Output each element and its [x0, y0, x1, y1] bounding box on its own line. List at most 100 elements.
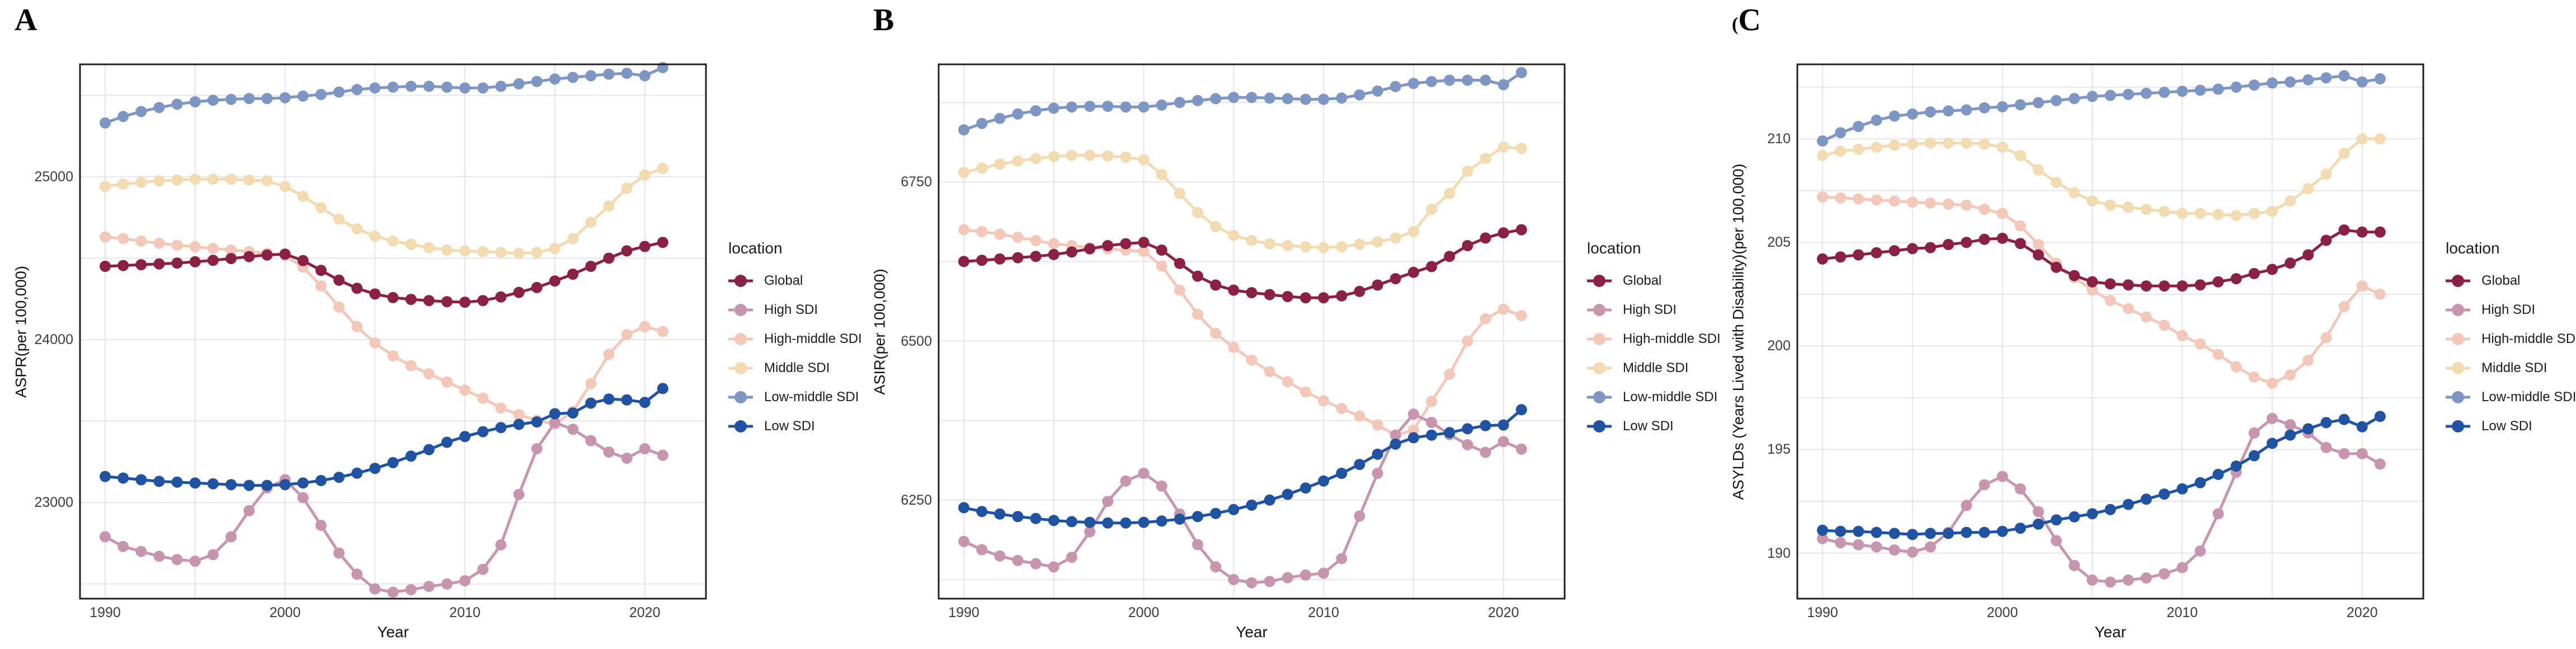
data-point: [2032, 97, 2044, 109]
data-point: [585, 435, 597, 446]
data-point: [405, 238, 417, 250]
series-global: [100, 237, 668, 308]
data-point: [333, 274, 345, 286]
data-point: [1030, 251, 1042, 262]
legend-key-icon: [1587, 333, 1612, 345]
data-point: [994, 228, 1006, 240]
data-point: [958, 167, 969, 178]
data-point: [1924, 137, 1936, 149]
data-point: [2374, 411, 2386, 422]
data-point: [2212, 83, 2224, 95]
data-point: [639, 241, 651, 252]
data-point: [171, 554, 183, 566]
data-point: [100, 531, 111, 543]
data-point: [351, 283, 363, 294]
y-axis-label: ASYLDs (Years Lived with Disability)(per…: [1730, 163, 1747, 500]
data-point: [1030, 234, 1042, 246]
data-point: [441, 81, 453, 93]
data-point: [387, 291, 399, 303]
data-point: [2374, 458, 2386, 470]
data-point: [2032, 239, 2044, 250]
data-point: [2051, 177, 2062, 188]
data-point: [2140, 87, 2152, 99]
data-point: [1300, 292, 1311, 304]
data-point: [1084, 516, 1096, 528]
data-point: [1120, 152, 1132, 163]
data-point: [1480, 74, 1491, 86]
data-point: [657, 383, 668, 394]
data-point: [1282, 291, 1293, 302]
data-point: [1336, 290, 1348, 302]
data-point: [2266, 205, 2278, 217]
data-point: [2014, 149, 2026, 161]
data-point: [2320, 332, 2332, 344]
data-point: [2177, 280, 2188, 292]
data-point: [2177, 483, 2188, 495]
legend-label: Low SDI: [764, 418, 815, 434]
x-tick-label: 2010: [449, 605, 481, 620]
data-point: [1497, 419, 1509, 431]
data-point: [1354, 238, 1365, 250]
data-point: [621, 182, 633, 194]
data-point: [100, 471, 111, 482]
data-point: [2230, 273, 2242, 285]
data-point: [1889, 110, 1900, 122]
data-point: [1390, 438, 1401, 450]
data-point: [405, 294, 417, 305]
data-point: [1264, 238, 1275, 250]
data-point: [225, 93, 237, 105]
legend-key-icon: [728, 333, 753, 345]
data-point: [1853, 193, 1864, 205]
data-point: [1426, 76, 1438, 87]
data-point: [2356, 448, 2368, 459]
data-point: [976, 544, 988, 556]
data-point: [297, 492, 309, 504]
data-point: [1906, 546, 1918, 558]
data-point: [1906, 138, 1918, 150]
data-point: [441, 244, 453, 256]
plot-area-B: [938, 63, 1566, 600]
data-point: [1871, 114, 1882, 126]
data-point: [1889, 544, 1900, 556]
data-point: [1515, 143, 1527, 154]
data-point: [1372, 236, 1383, 248]
data-point: [441, 296, 453, 308]
data-point: [1300, 386, 1311, 398]
legend-key-dot: [734, 304, 747, 316]
data-point: [1048, 102, 1059, 114]
data-point: [1853, 121, 1864, 132]
data-point: [207, 549, 219, 561]
data-point: [2266, 413, 2278, 424]
legend-label: Global: [2481, 273, 2521, 288]
data-point: [1138, 516, 1150, 528]
data-point: [2374, 226, 2386, 238]
data-point: [1480, 446, 1491, 458]
data-point: [297, 190, 309, 202]
series-low-sdi: [1817, 411, 2386, 540]
series-high-sdi: [958, 408, 1527, 589]
data-point: [2374, 73, 2386, 84]
data-point: [1407, 424, 1419, 436]
legend-item: High SDI: [727, 295, 862, 324]
data-point: [2032, 249, 2044, 261]
data-point: [117, 540, 129, 552]
data-point: [1480, 153, 1491, 164]
data-point: [100, 261, 111, 272]
data-point: [100, 117, 111, 129]
data-point: [1407, 266, 1419, 278]
series-low-sdi: [958, 404, 1527, 529]
data-point: [189, 556, 201, 567]
legend-item: Middle SDI: [727, 354, 862, 383]
data-point: [2014, 483, 2026, 495]
data-point: [639, 397, 651, 408]
data-point: [1264, 494, 1275, 506]
panel-letter: C: [1738, 3, 1761, 37]
data-point: [2266, 438, 2278, 449]
data-point: [2302, 183, 2314, 195]
data-point: [549, 408, 561, 420]
data-point: [1156, 244, 1167, 256]
data-point: [1264, 289, 1275, 300]
y-tick-label: 195: [1767, 441, 1791, 458]
data-point: [1012, 252, 1024, 264]
legend-key-icon: [1587, 275, 1612, 287]
